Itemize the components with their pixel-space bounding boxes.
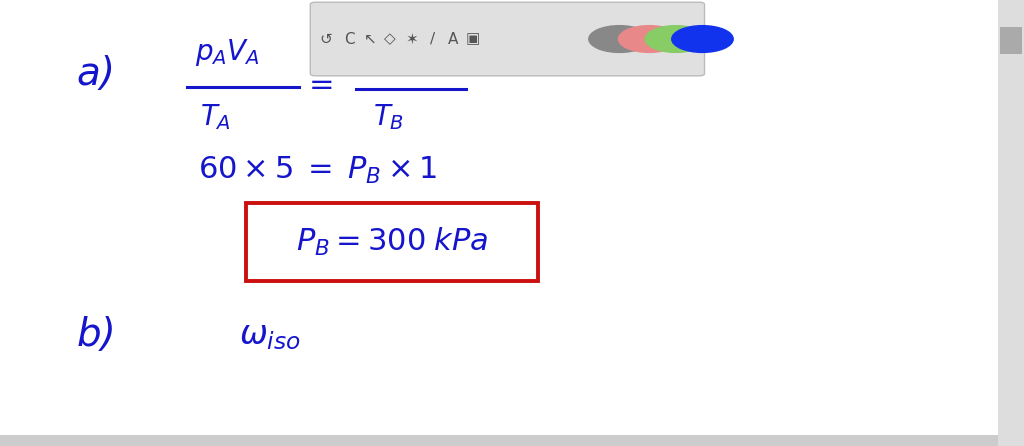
Bar	[1000, 27, 1022, 54]
Text: ∕: ∕	[429, 32, 435, 46]
Text: ↺: ↺	[319, 32, 332, 46]
Text: $p_A V_A$: $p_A V_A$	[195, 37, 259, 68]
Text: ▣: ▣	[466, 32, 480, 46]
Text: $60 \times 5\; =\; P_B \times 1$: $60 \times 5\; =\; P_B \times 1$	[198, 155, 437, 186]
Bar	[0, 435, 998, 446]
Circle shape	[645, 26, 707, 53]
Text: $P_B = 300 \; kPa$: $P_B = 300 \; kPa$	[296, 226, 488, 258]
Bar	[246, 203, 538, 281]
Text: $T_A$: $T_A$	[200, 102, 230, 132]
Bar	[998, 0, 1024, 446]
FancyBboxPatch shape	[310, 2, 705, 76]
Text: C: C	[344, 32, 354, 46]
Text: =: =	[309, 71, 335, 100]
Text: ✶: ✶	[406, 32, 418, 46]
Text: $\omega_{iso}$: $\omega_{iso}$	[239, 319, 300, 352]
Text: ↖: ↖	[365, 32, 377, 46]
Text: ◇: ◇	[384, 32, 396, 46]
Text: a): a)	[77, 54, 116, 93]
Text: $p_B V_B$: $p_B V_B$	[361, 37, 426, 68]
Text: b): b)	[77, 316, 117, 355]
Circle shape	[618, 26, 680, 53]
Circle shape	[589, 26, 650, 53]
Circle shape	[672, 26, 733, 53]
Text: A: A	[447, 32, 458, 46]
Text: $T_B$: $T_B$	[373, 102, 403, 132]
